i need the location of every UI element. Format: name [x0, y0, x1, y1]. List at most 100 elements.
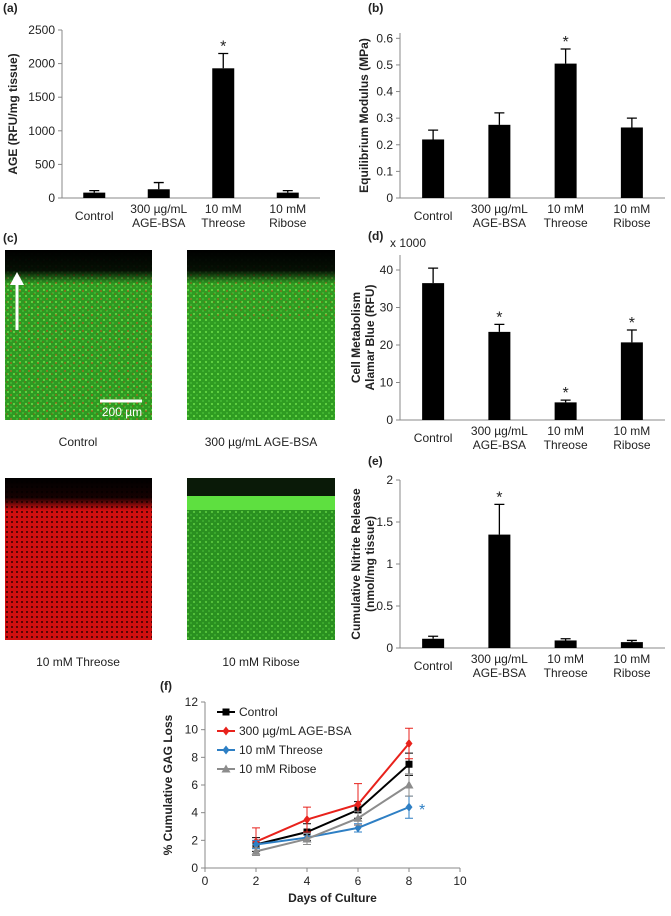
y-tick-label: 0.4: [376, 85, 393, 99]
y-tick-label: 6: [191, 778, 198, 792]
x-tick-label: 6: [355, 874, 362, 888]
bar: [147, 189, 170, 198]
y-tick-label: 2500: [28, 23, 55, 37]
error-bar: [560, 48, 571, 64]
x-tick-label: 4: [304, 874, 311, 888]
significance: *: [629, 315, 635, 332]
marker: [404, 780, 414, 789]
y-tick-label: 4: [191, 806, 198, 820]
y-axis-title: AGE (RFU/mg tissue): [6, 53, 20, 174]
x-tick-label: 10 mM Threose: [544, 424, 588, 452]
x-tick-label: 2: [253, 874, 260, 888]
panel-label: (a): [3, 1, 18, 15]
error-bar: [626, 329, 637, 343]
x-tick-label: 10 mM Threose: [544, 652, 588, 680]
x-tick-label: 300 µg/mL AGE-BSA: [471, 424, 528, 452]
x-tick-label: 10 mM Ribose: [269, 202, 307, 230]
panel-label: (b): [368, 1, 383, 15]
panel-label: (f): [160, 679, 172, 693]
marker: [353, 813, 363, 822]
scale-bar-label: 200 µm: [102, 405, 142, 419]
bar: [554, 640, 577, 648]
y-tick-label: 1.5: [376, 515, 393, 529]
bar: [554, 402, 577, 420]
marker: [303, 815, 311, 825]
error-bar: [89, 189, 100, 193]
bar: [620, 127, 643, 198]
bar: [422, 139, 445, 198]
bar: [554, 63, 577, 198]
x-tick-label: Control: [414, 209, 453, 223]
x-tick-label: 300 µg/mL AGE-BSA: [471, 652, 528, 680]
series-line: [255, 742, 410, 843]
y-tick-label: 0.2: [376, 138, 393, 152]
bar: [488, 534, 511, 648]
x-tick-label: 10 mM Threose: [544, 202, 588, 230]
series-line: [255, 784, 410, 853]
panel-label: (c): [3, 231, 18, 245]
legend-label: Control: [239, 705, 278, 719]
legend-label: 10 mM Threose: [239, 743, 323, 757]
bar: [488, 331, 511, 420]
legend-label: 300 µg/mL AGE-BSA: [239, 724, 352, 738]
axis-multiplier: x 1000: [390, 236, 426, 250]
marker: [302, 834, 312, 843]
y-tick-label: 0: [48, 191, 55, 205]
error-bar: [428, 635, 439, 639]
error-bar: [626, 639, 637, 643]
marker: [354, 823, 362, 833]
y-tick-label: 10: [185, 723, 199, 737]
arrow-head: [10, 272, 24, 285]
caption: 10 mM Ribose: [222, 655, 300, 669]
significance: *: [563, 385, 569, 402]
bar: [422, 638, 445, 648]
y-tick-label: 0.5: [376, 58, 393, 72]
marker: [251, 846, 261, 855]
x-axis-title: Days of Culture: [288, 891, 377, 905]
error-bar: [153, 181, 164, 190]
error-bar: [494, 112, 505, 125]
y-axis-title: % Cumulative GAG Loss: [161, 714, 175, 855]
y-tick-label: 40: [380, 263, 394, 277]
x-tick-label: 8: [406, 874, 413, 888]
marker: [252, 839, 260, 849]
y-tick-label: 0: [386, 191, 393, 205]
x-tick-label: 10: [453, 874, 467, 888]
x-tick-label: Control: [414, 659, 453, 673]
y-tick-label: 2: [386, 473, 393, 487]
error-bar: [494, 323, 505, 332]
error-bar: [626, 117, 637, 128]
bar: [422, 283, 445, 420]
legend-label: 10 mM Ribose: [239, 762, 317, 776]
x-tick-label: 300 µg/mL AGE-BSA: [471, 202, 528, 230]
y-axis-title: Cumulative Nitrite Release(nmol/mg tissu…: [349, 488, 377, 640]
micrographs: 200 µm (c) Control 300 µg/mL AGE-BSA 10 …: [3, 231, 335, 669]
y-tick-label: 0.5: [376, 599, 393, 613]
error-bar: [428, 129, 439, 140]
y-tick-label: 12: [185, 695, 199, 709]
y-tick-label: 2000: [28, 57, 55, 71]
y-tick-label: 0: [191, 861, 198, 875]
bar: [83, 192, 106, 198]
y-axis-title: Equilibrium Modulus (MPa): [357, 38, 371, 193]
series-line: [255, 806, 410, 846]
x-tick-label: Control: [414, 431, 453, 445]
caption: 300 µg/mL AGE-BSA: [205, 435, 318, 449]
y-tick-label: 0.6: [376, 31, 393, 45]
marker: [405, 802, 413, 812]
error-bar: [560, 399, 571, 403]
y-tick-label: 0.3: [376, 111, 393, 125]
marker: [405, 739, 413, 748]
x-tick-label: 0: [202, 874, 209, 888]
error-bar: [494, 503, 505, 535]
marker: [221, 764, 231, 773]
panel-label: (e): [368, 454, 383, 468]
significance: *: [220, 39, 226, 56]
x-tick-label: 10 mM Ribose: [613, 202, 651, 230]
error-bar: [282, 189, 293, 193]
y-tick-label: 2: [191, 833, 198, 847]
y-tick-label: 0: [386, 413, 393, 427]
error-bar: [428, 267, 439, 284]
